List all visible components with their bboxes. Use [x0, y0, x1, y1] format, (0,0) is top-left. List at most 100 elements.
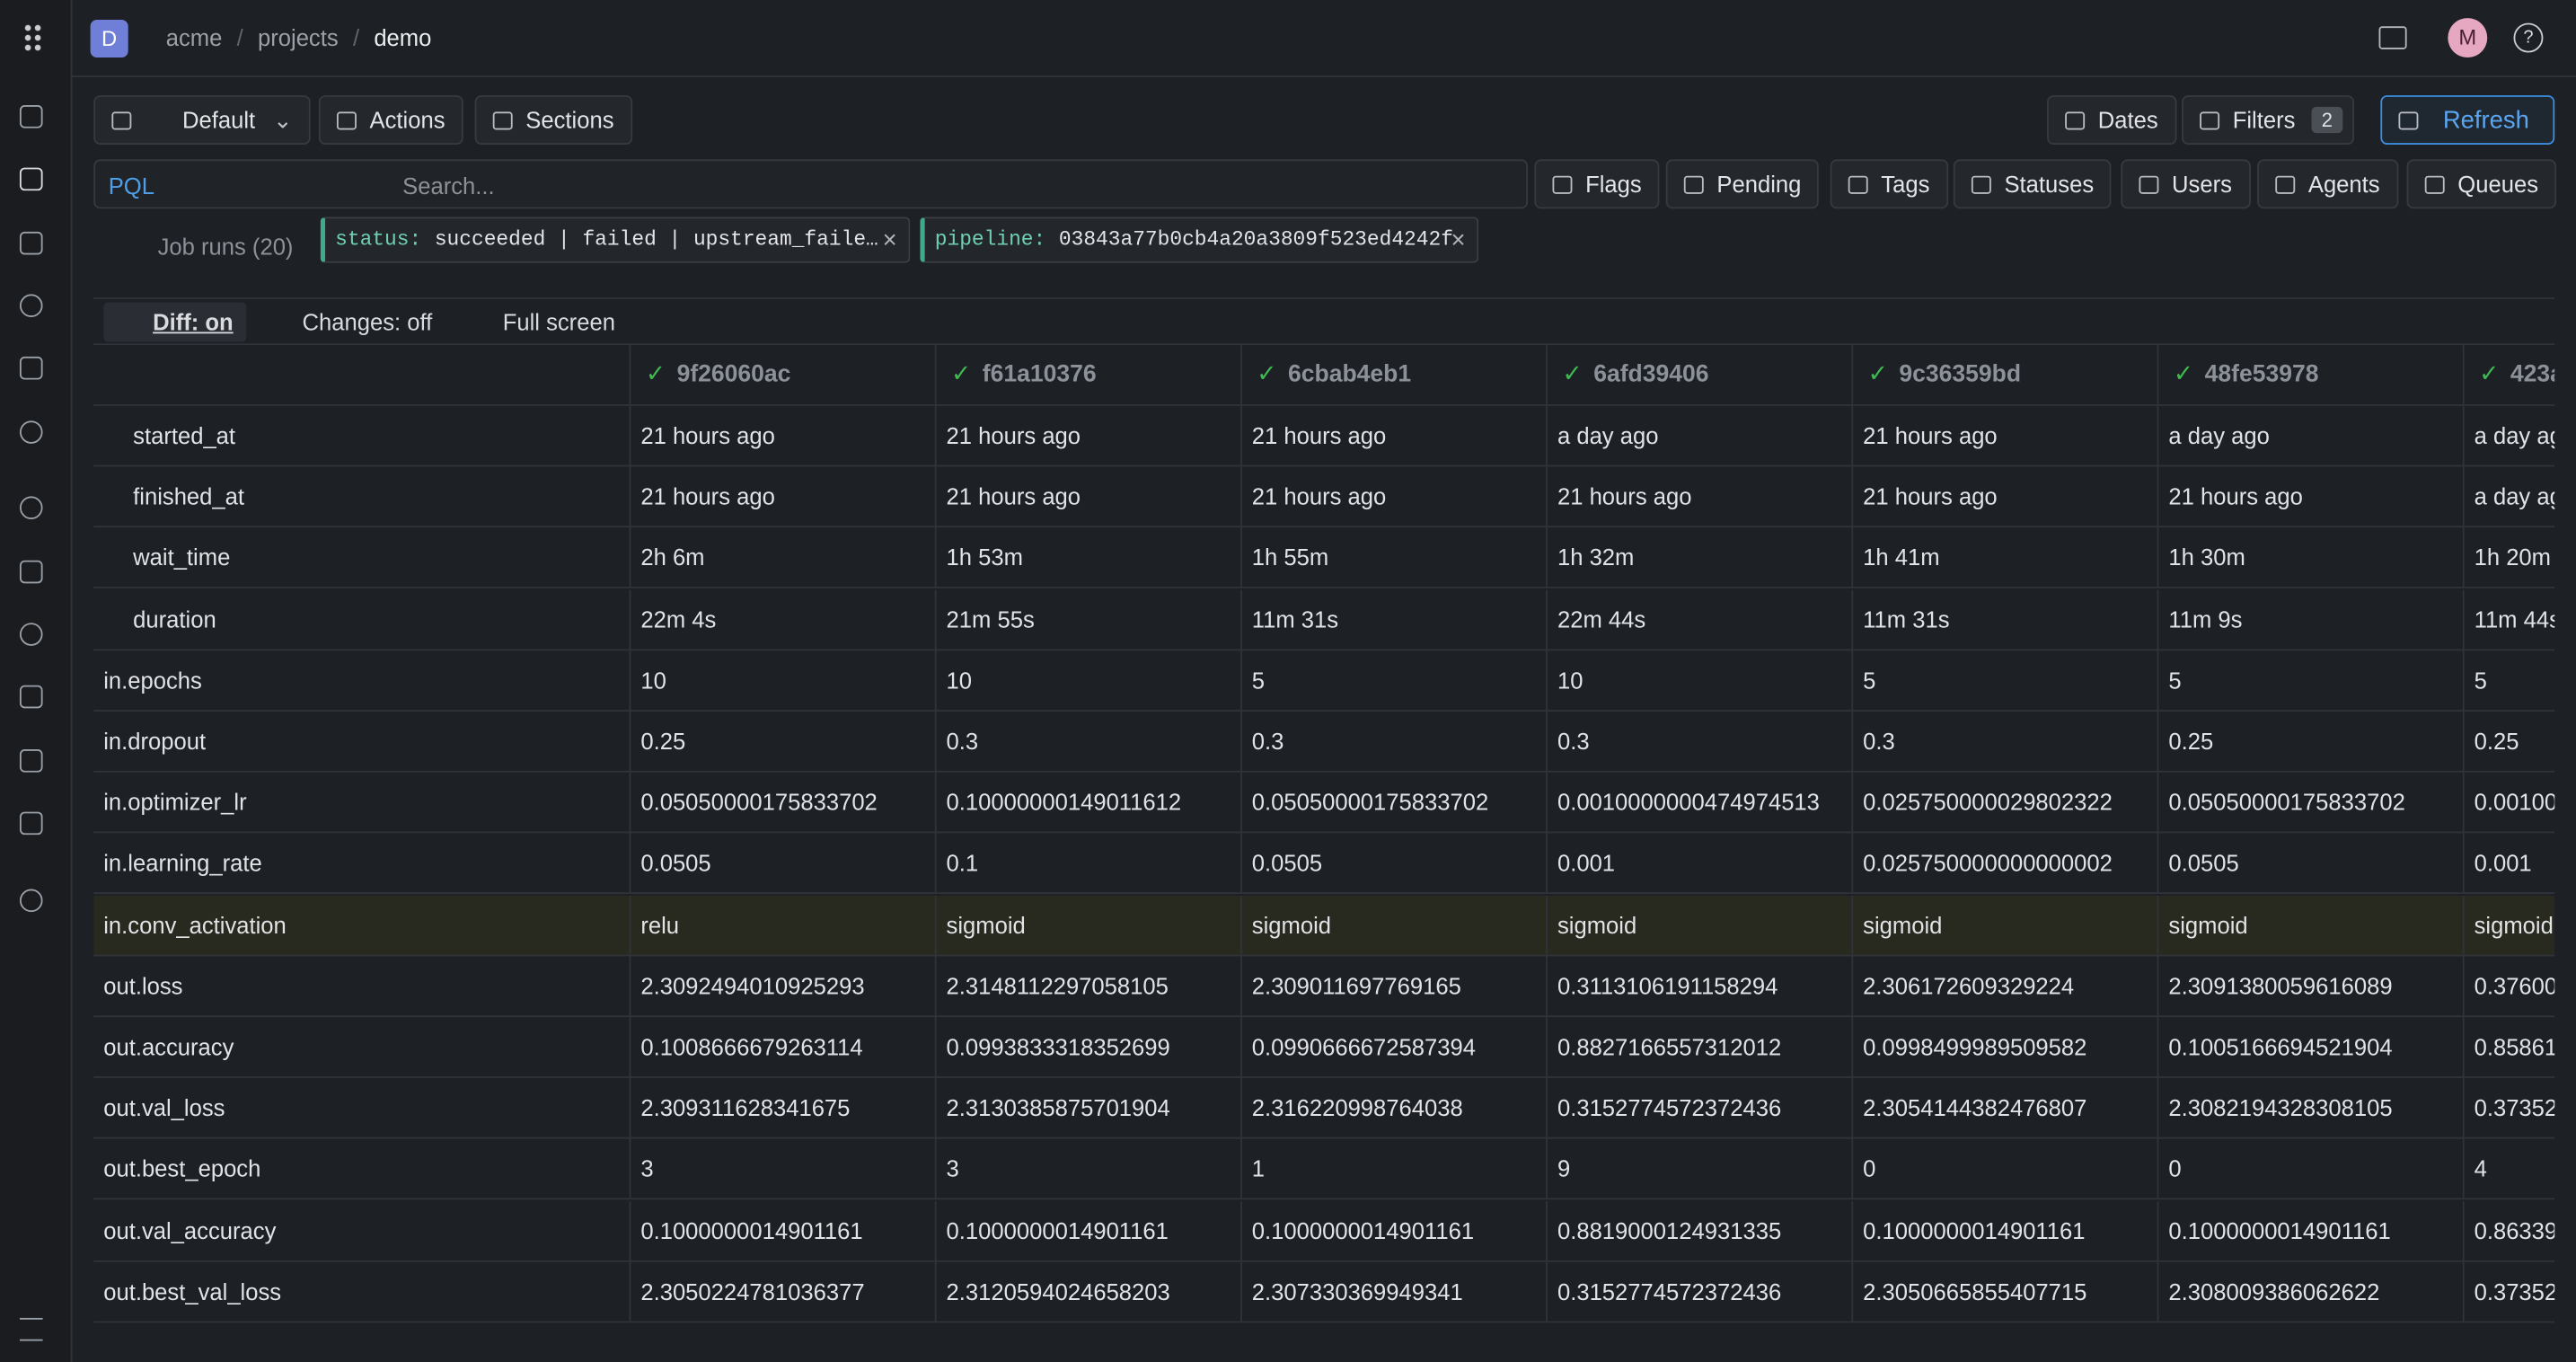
- table-cell: 21 hours ago: [2157, 466, 2463, 526]
- table-row: duration 22m 4s 21m 55s 11m 31s 22m 44s 11m 3…: [93, 588, 2555, 650]
- search-filter-button[interactable]: Queues: [2406, 159, 2557, 209]
- label: Filters: [2232, 106, 2296, 134]
- table-row: out.best_val_loss 2.3050224781036377 2.312…: [93, 1261, 2555, 1323]
- table-cell: 0.00100: [2462, 773, 2554, 832]
- view-select[interactable]: Default ⌄: [93, 95, 311, 145]
- nav-icon[interactable]: [19, 231, 43, 255]
- table-cell: 10: [1546, 650, 1851, 710]
- column-header[interactable]: 6cbab4eb1: [1239, 345, 1546, 404]
- apps-icon[interactable]: [22, 22, 43, 53]
- nav-icon[interactable]: [19, 420, 43, 444]
- settings-icon[interactable]: [19, 889, 43, 913]
- table-cell: 22m 4s: [629, 588, 935, 649]
- table-cell: 0.1000000014901161: [934, 1200, 1240, 1260]
- table-cell: 11m 44s: [2462, 588, 2554, 649]
- fullscreen-button[interactable]: Full screen: [502, 308, 615, 336]
- filters-button[interactable]: Filters 2: [2182, 95, 2354, 145]
- search-filter-button[interactable]: Users: [2121, 159, 2251, 209]
- table-cell: sigmoid: [934, 895, 1240, 954]
- help-icon[interactable]: ?: [2513, 22, 2544, 53]
- column-header[interactable]: 9f26060ac: [629, 345, 935, 404]
- table-cell: 0: [2157, 1139, 2463, 1199]
- table-cell: 10: [934, 650, 1240, 710]
- table-row: in.conv_activation relu sigmoid sigmoid sigm…: [93, 895, 2555, 956]
- nav-icon[interactable]: [19, 749, 43, 773]
- workspace-badge[interactable]: D: [90, 19, 128, 58]
- changes-toggle[interactable]: Changes: off: [302, 308, 433, 336]
- folder-icon[interactable]: [2378, 26, 2407, 49]
- table-cell: 0.001: [1546, 834, 1851, 893]
- search-filter-button[interactable]: Flags: [1534, 159, 1660, 209]
- query-mode[interactable]: PQL: [108, 172, 154, 199]
- sections-button[interactable]: Sections: [474, 95, 632, 145]
- table-cell: 5: [1239, 650, 1546, 710]
- collapse-icon[interactable]: [19, 1317, 43, 1341]
- table-cell: sigmoid: [2157, 895, 2463, 954]
- table-cell: 5: [2157, 650, 2463, 710]
- avatar[interactable]: M: [2448, 18, 2488, 58]
- table-cell: 0.85861: [2462, 1017, 2554, 1077]
- table-cell: 0.3: [934, 711, 1240, 771]
- search-filter-button[interactable]: Pending: [1665, 159, 1820, 209]
- column-header[interactable]: 48fe53978: [2157, 345, 2463, 404]
- column-header[interactable]: 9c36359bd: [1851, 345, 2157, 404]
- filter-chip[interactable]: status: succeeded | failed | upstream_fai…: [320, 217, 911, 263]
- nav-icon[interactable]: [19, 685, 43, 709]
- column-header[interactable]: f61a10376: [934, 345, 1240, 404]
- breadcrumb: acme / projects / demo: [165, 24, 432, 51]
- nav-icon[interactable]: [19, 356, 43, 380]
- row-label: in.learning_rate: [103, 850, 262, 877]
- table-cell: 9: [1546, 1139, 1851, 1199]
- table-cell: 21 hours ago: [1546, 466, 1851, 526]
- table-cell: 2.3092494010925293: [629, 956, 935, 1016]
- column-header[interactable]: 6afd39406: [1546, 345, 1851, 404]
- table-cell: 0.05050000175833702: [2157, 773, 2463, 832]
- search-filter-button[interactable]: Statuses: [1953, 159, 2113, 209]
- table-cell: 1h 20m: [2462, 527, 2554, 588]
- table-cell: 21 hours ago: [1851, 466, 2157, 526]
- sidebar: [0, 0, 73, 1362]
- table-cell: 21 hours ago: [934, 405, 1240, 465]
- row-label: in.dropout: [103, 728, 207, 755]
- nav-icon[interactable]: [19, 496, 43, 519]
- table-row: out.loss 2.3092494010925293 2.314811229705…: [93, 956, 2555, 1017]
- breadcrumb-item[interactable]: acme: [165, 24, 223, 51]
- nav-icon[interactable]: [19, 294, 43, 318]
- table-cell: 4: [2462, 1139, 2554, 1199]
- nav-icon[interactable]: [19, 105, 43, 128]
- nav-icon[interactable]: [19, 623, 43, 646]
- diff-toggle[interactable]: Diff: on: [103, 302, 247, 342]
- row-label: finished_at: [133, 483, 245, 510]
- table-cell: 2.3120594024658203: [934, 1261, 1240, 1322]
- breadcrumb-item[interactable]: demo: [374, 24, 432, 51]
- table-toolbar: Diff: on Changes: off Full screen: [93, 297, 2555, 345]
- table-cell: 0.1000000014901161: [1851, 1200, 2157, 1260]
- table-cell: 2.306172609329224: [1851, 956, 2157, 1016]
- row-label: wait_time: [133, 544, 231, 571]
- search-filter-button[interactable]: Tags: [1830, 159, 1948, 209]
- table-cell: 2.309011697769165: [1239, 956, 1546, 1016]
- nav-icon[interactable]: [19, 167, 43, 191]
- nav-icon[interactable]: [19, 560, 43, 584]
- actions-button[interactable]: Actions: [318, 95, 463, 145]
- table-cell: 0.0505: [629, 834, 935, 893]
- table-cell: a day ag: [2462, 466, 2554, 526]
- search-filter-button[interactable]: Agents: [2257, 159, 2398, 209]
- view-name: Default: [182, 106, 256, 134]
- table-cell: 21 hours ago: [1239, 466, 1546, 526]
- filter-chip[interactable]: pipeline: 03843a77b0cb4a20a3809f523ed4242…: [920, 217, 1479, 263]
- table-row: out.val_loss 2.309311628341675 2.313038587…: [93, 1078, 2555, 1139]
- search-input[interactable]: Search...: [402, 172, 495, 199]
- dates-button[interactable]: Dates: [2047, 95, 2176, 145]
- row-label: out.accuracy: [103, 1033, 234, 1060]
- column-header[interactable]: 423a: [2462, 345, 2554, 404]
- table-cell: 21 hours ago: [934, 466, 1240, 526]
- refresh-button[interactable]: Refresh: [2380, 95, 2555, 145]
- table-cell: 0.0993833318352699: [934, 1017, 1240, 1077]
- breadcrumb-item[interactable]: projects: [257, 24, 339, 51]
- table-cell: a day ago: [1546, 405, 1851, 465]
- table-cell: 21 hours ago: [1851, 405, 2157, 465]
- table-cell: 1h 41m: [1851, 527, 2157, 588]
- nav-icon[interactable]: [19, 811, 43, 836]
